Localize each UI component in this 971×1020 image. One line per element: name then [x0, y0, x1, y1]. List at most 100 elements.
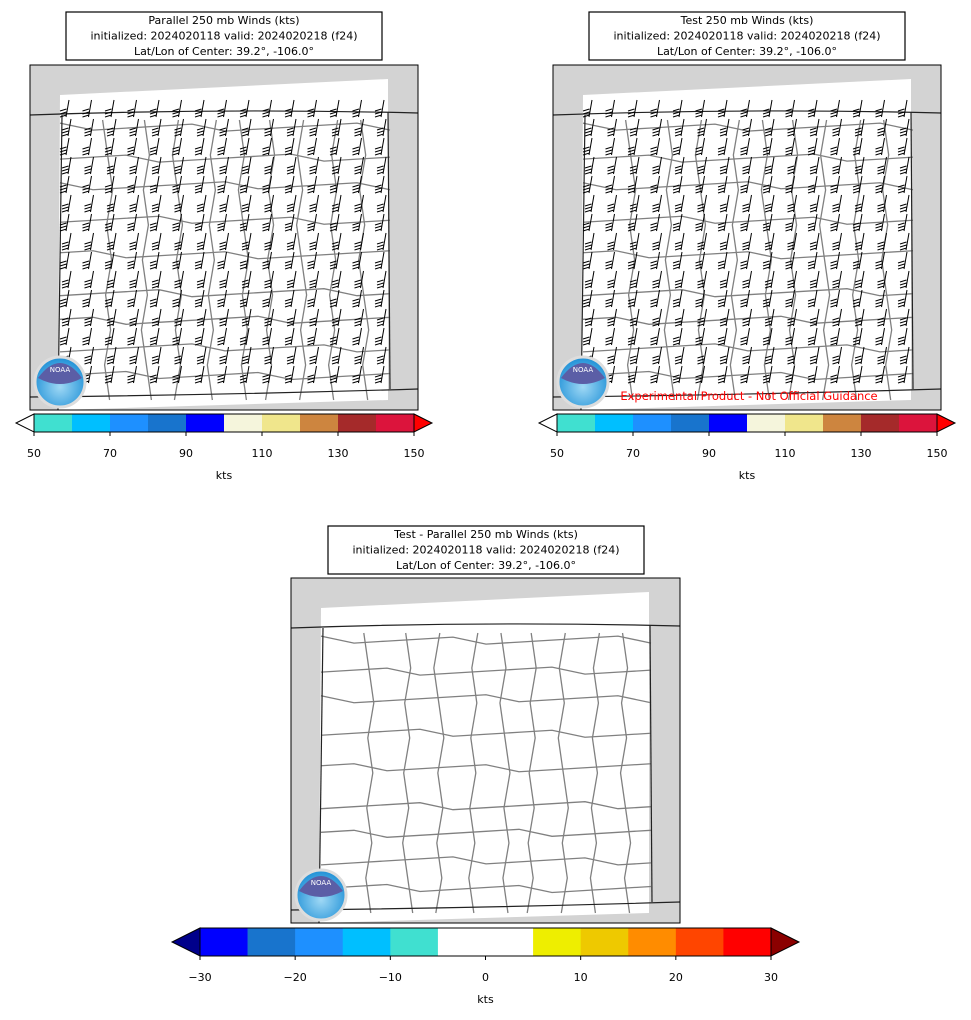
- wind-barb: [899, 118, 910, 137]
- noaa-logo-text: NOAA: [573, 366, 594, 374]
- state-line: [552, 110, 942, 116]
- wind-barb: [284, 213, 295, 232]
- county-line: [582, 153, 914, 163]
- colorbar-bin: [262, 414, 301, 432]
- wind-barb: [607, 232, 617, 251]
- county-line: [206, 119, 218, 401]
- wind-barb: [627, 137, 638, 156]
- wind-barb: [787, 270, 797, 289]
- wind-barb: [697, 156, 707, 175]
- county-line: [582, 343, 914, 353]
- wind-barb: [352, 213, 362, 232]
- wind-barb: [852, 289, 863, 308]
- wind-barb: [262, 251, 272, 270]
- wind-barb: [376, 156, 387, 175]
- wind-barb: [149, 365, 160, 384]
- wind-barb: [196, 156, 207, 175]
- wind-barb: [106, 156, 117, 175]
- wind-barb: [875, 175, 885, 194]
- wind-barb: [309, 346, 319, 365]
- county-line: [59, 288, 391, 298]
- wind-barb: [82, 213, 92, 232]
- wind-barb: [59, 99, 70, 118]
- wind-barb: [352, 137, 362, 156]
- colorbar-label: kts: [477, 993, 494, 1006]
- wind-barb: [217, 365, 227, 384]
- wind-barb: [262, 365, 272, 384]
- wind-barb: [897, 289, 908, 308]
- wind-barb: [352, 99, 362, 118]
- wind-barb: [762, 289, 773, 308]
- wind-barb: [149, 175, 160, 194]
- wind-barb: [899, 270, 910, 289]
- wind-barb: [762, 365, 773, 384]
- title-line: initialized: 2024020118 valid: 202402021…: [614, 30, 881, 43]
- wind-barb: [852, 365, 863, 384]
- wind-barb: [697, 308, 707, 327]
- wind-barb: [354, 232, 364, 251]
- wind-barb: [374, 289, 385, 308]
- wind-barb: [217, 213, 227, 232]
- title-box: [65, 11, 383, 61]
- wind-barb: [697, 232, 707, 251]
- wind-barb: [354, 308, 364, 327]
- wind-barb: [127, 99, 137, 118]
- wind-barb: [832, 194, 842, 213]
- wind-barb: [607, 346, 617, 365]
- wind-barb: [264, 156, 274, 175]
- wind-barb: [652, 194, 662, 213]
- wind-barb: [605, 175, 615, 194]
- wind-barb: [674, 118, 685, 137]
- wind-barb: [104, 213, 115, 232]
- wind-barb: [82, 289, 92, 308]
- noaa-logo-bird: [299, 876, 343, 897]
- wind-barb: [740, 289, 750, 308]
- title-line: Lat/Lon of Center: 39.2°, -106.0°: [134, 45, 314, 58]
- wind-barb: [830, 99, 840, 118]
- wind-barb: [151, 194, 162, 213]
- wind-barb: [740, 327, 750, 346]
- wind-barb: [59, 213, 70, 232]
- colorbar-tick-label: −20: [284, 971, 307, 984]
- wind-barb: [607, 156, 617, 175]
- wind-barb: [627, 213, 638, 232]
- wind-barb: [807, 99, 818, 118]
- wind-barb: [331, 194, 342, 213]
- county-line: [295, 119, 308, 401]
- wind-barb: [852, 251, 863, 270]
- wind-barb: [674, 346, 685, 365]
- wind-barb: [674, 308, 685, 327]
- wind-barb: [719, 346, 730, 365]
- wind-barb: [629, 346, 640, 365]
- colorbar-bin: [72, 414, 111, 432]
- wind-barb: [174, 194, 184, 213]
- colorbar-tick-label: 130: [851, 447, 872, 460]
- wind-barb: [605, 213, 615, 232]
- wind-barb: [286, 232, 297, 251]
- colorbar-bin: [338, 414, 377, 432]
- wind-barb: [740, 99, 750, 118]
- wind-barb: [809, 270, 820, 289]
- wind-barb: [652, 308, 662, 327]
- wind-barb: [742, 308, 752, 327]
- wind-barb: [374, 175, 385, 194]
- wind-barb: [309, 308, 319, 327]
- wind-barb: [629, 308, 640, 327]
- wind-barb: [650, 289, 660, 308]
- wind-barb: [719, 118, 730, 137]
- wind-barb: [719, 194, 730, 213]
- wind-barb: [584, 118, 595, 137]
- map-frame: [290, 577, 681, 924]
- county-line: [760, 119, 773, 401]
- county-line: [881, 119, 893, 401]
- county-line: [624, 119, 637, 401]
- wind-barb: [899, 156, 910, 175]
- wind-barb: [672, 327, 683, 346]
- wind-barb: [307, 327, 317, 346]
- wind-barb: [217, 175, 227, 194]
- wind-barb: [852, 137, 863, 156]
- wind-barb: [854, 232, 865, 251]
- wind-barb: [897, 137, 908, 156]
- colorbar-bin: [342, 928, 391, 956]
- title-line: initialized: 2024020118 valid: 202402021…: [353, 544, 620, 557]
